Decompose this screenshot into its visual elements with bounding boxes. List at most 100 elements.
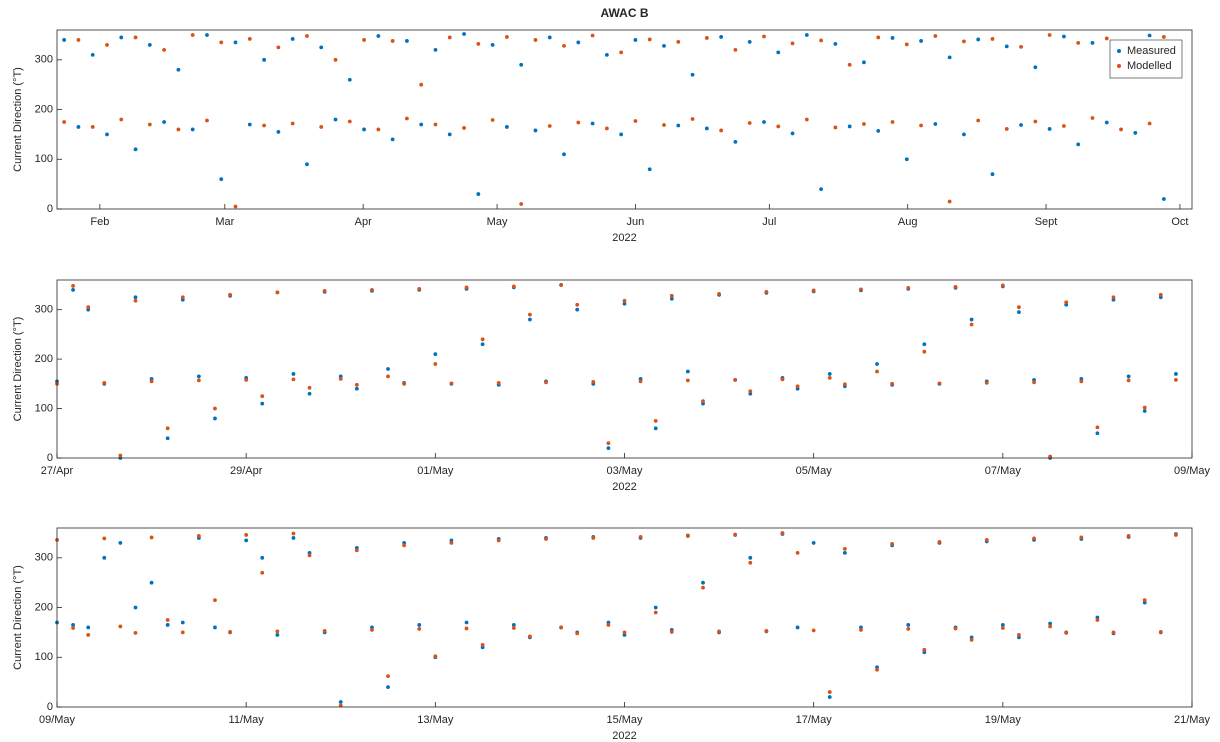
point [795,384,800,389]
y-tick-label: 100 [35,402,53,414]
x-tick-label: 21/May [1174,714,1211,726]
x-tick-label: 19/May [985,714,1022,726]
point [633,119,638,123]
point [1158,630,1163,634]
x-tick-label: Sept [1035,216,1058,228]
point [1161,197,1166,201]
axes-box [56,29,1193,210]
point [1062,34,1066,39]
point [1076,41,1081,45]
point [947,199,952,204]
point [748,389,753,394]
point [322,629,327,633]
point [62,120,67,124]
point [462,32,466,36]
point [622,298,627,303]
point [1004,44,1009,49]
point [676,40,681,44]
point [176,67,181,72]
point [1004,127,1009,131]
point [376,127,381,132]
x-tick-label: 11/May [229,714,265,726]
point [528,317,532,322]
point [622,301,627,306]
plot-area [57,280,1192,458]
point [433,47,438,52]
point [290,37,295,41]
x-tick-label: 17/May [796,714,833,726]
point [842,546,847,551]
point [984,380,989,385]
point [447,132,452,137]
point [811,628,816,633]
y-tick-label: 0 [47,701,53,713]
point [747,121,752,125]
point [71,284,75,288]
point [606,441,611,446]
x-tick-label: 03/May [606,465,643,477]
y-axis-label: Current Direction (°T) [12,67,24,172]
point [937,381,942,386]
point [653,605,658,610]
point [462,126,466,130]
point [102,380,107,385]
point [213,406,217,411]
point [1147,121,1152,126]
point [417,623,422,627]
point [305,34,309,38]
y-tick-label: 0 [47,452,53,464]
point [86,625,91,630]
point [90,125,95,129]
point [319,125,324,129]
point [333,117,338,122]
point [764,629,769,633]
x-axis-label: 2022 [612,481,636,493]
point [219,177,224,182]
point [780,377,785,382]
point [890,542,895,546]
x-tick-label: 09/May [1174,465,1211,477]
point [819,187,824,192]
point [559,625,564,630]
point [1104,36,1109,41]
point [307,391,312,396]
legend-marker [1117,49,1121,53]
point [953,285,958,289]
x-tick-label: 05/May [796,465,833,477]
point [118,453,123,458]
point [490,118,495,122]
y-tick-label: 300 [35,304,53,316]
point [876,35,881,40]
point [833,125,838,130]
point [262,57,266,62]
point [333,57,338,62]
point [544,537,548,541]
point [244,533,249,537]
point [476,192,481,196]
point [1048,454,1053,459]
point [890,120,895,124]
point [260,394,265,399]
x-tick-label: Feb [90,216,109,228]
point [969,637,974,642]
point [533,128,538,133]
point [890,381,895,386]
point [719,35,724,39]
point [937,540,942,544]
x-tick-label: Jun [627,216,645,228]
y-axis-label: Current Direction (°T) [12,317,24,422]
point [719,128,724,133]
point [733,377,738,382]
point [704,36,709,40]
point [196,374,201,379]
point [260,570,265,575]
point [176,127,181,132]
point [547,35,552,40]
point [133,35,138,40]
point [576,40,581,45]
point [1133,131,1138,135]
point [733,139,738,144]
point [276,130,281,134]
point [511,284,516,289]
x-tick-label: 29/Apr [230,465,263,477]
